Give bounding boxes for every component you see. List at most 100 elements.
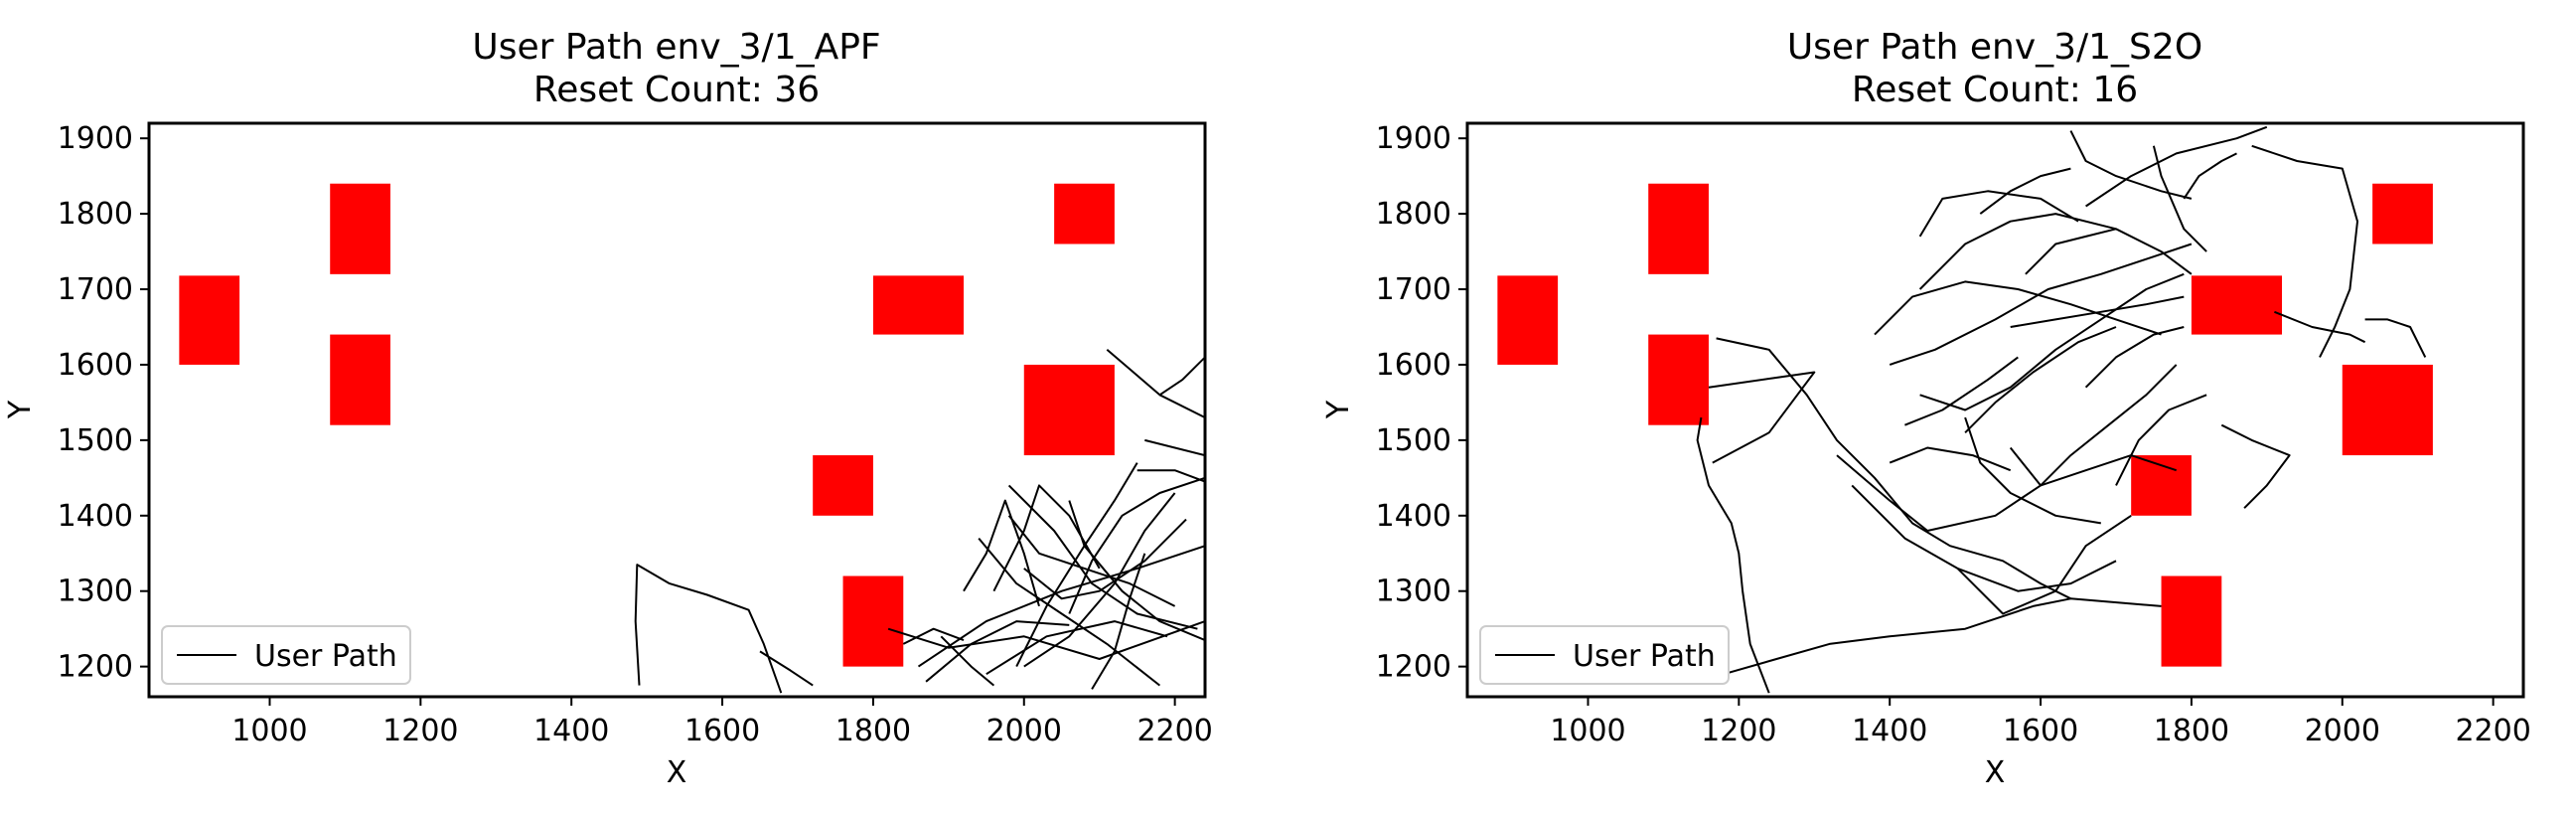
user-path-segment-10: [1919, 272, 2185, 411]
chart-subtitle: Reset Count: 16: [1852, 70, 2138, 110]
y-tick-label: 1500: [58, 423, 133, 458]
x-tick-label: 1000: [1550, 714, 1625, 748]
user-path-segment-1: [1696, 416, 1770, 694]
obstacle-6: [2342, 364, 2433, 456]
obstacle-1: [1497, 275, 1559, 365]
user-path-segment-8: [1023, 518, 1187, 600]
user-path-segment-2: [1723, 597, 2162, 676]
x-tick-label: 1200: [382, 714, 458, 748]
user-path-segment-12: [1874, 280, 2162, 336]
user-path-segment-18: [2152, 145, 2207, 252]
y-axis-label: Y: [3, 400, 38, 419]
user-path-segment-22: [925, 620, 1070, 683]
obstacle-6: [1023, 364, 1115, 456]
user-path-segment-3: [887, 620, 1205, 660]
user-path-segment-10: [1068, 476, 1205, 614]
y-tick-label: 1600: [58, 348, 133, 383]
y-tick-label: 1600: [1376, 348, 1451, 383]
user-path-lines: [634, 349, 1205, 694]
chart-title: User Path env_3/1_APF: [472, 27, 880, 68]
y-tick-label: 1200: [1376, 650, 1451, 685]
user-path-segment-14: [1136, 469, 1205, 483]
x-tick-label: 1600: [2003, 714, 2078, 748]
obstacle-1: [179, 275, 240, 365]
user-path-segment-30: [2025, 228, 2117, 275]
user-path-segment-29: [1979, 167, 2071, 215]
user-path-segment-13: [1144, 438, 1205, 457]
user-path-segment-4: [1708, 371, 1816, 464]
user-path-segment-26: [2084, 326, 2185, 389]
user-path-segment-9: [1964, 416, 2101, 525]
obstacle-4: [2191, 275, 2283, 335]
y-ticks: 1200 1300 1400 1500 1600 1700 1800 1900: [1376, 121, 1467, 685]
legend-box: [1479, 625, 1730, 685]
obstacle-2: [1648, 183, 1709, 274]
user-path-segment-17: [985, 620, 1168, 676]
x-tick-label: 1200: [1701, 714, 1776, 748]
y-tick-label: 1500: [1376, 423, 1451, 458]
obstacle-5: [2372, 183, 2433, 245]
user-path-segment-22: [2010, 295, 2185, 328]
x-tick-label: 2200: [1136, 714, 1212, 748]
obstacle-3: [330, 334, 390, 425]
legend-label: User Path: [254, 639, 397, 674]
user-path-segment-6: [1851, 484, 2117, 592]
user-path-segment-23: [1964, 326, 2117, 434]
y-tick-label: 1900: [1376, 121, 1451, 156]
user-path-segment-1: [634, 564, 783, 694]
obstacles: [1497, 183, 2433, 667]
x-axis-label: X: [1985, 755, 2006, 790]
user-path-segment-27: [2115, 394, 2207, 486]
obstacle-7: [813, 455, 873, 516]
x-tick-label: 2000: [2305, 714, 2380, 748]
x-tick-label: 1800: [2154, 714, 2229, 748]
x-ticks: 1000 1200 1400 1600 1800 2000 2200: [1550, 697, 2531, 748]
y-axis-label: Y: [1321, 400, 1356, 419]
user-path-segment-17: [2183, 152, 2237, 200]
y-tick-label: 1900: [58, 121, 133, 156]
user-path-segment-16: [2069, 130, 2193, 200]
user-path-segment-19: [2251, 144, 2358, 358]
obstacle-3: [1648, 334, 1709, 425]
y-tick-label: 1800: [58, 197, 133, 232]
user-path-segment-8: [2009, 446, 2178, 487]
user-path-segment-15: [963, 499, 1040, 607]
x-axis-label: X: [667, 755, 687, 790]
legend: User Path: [161, 625, 411, 685]
user-path-segment-24: [1904, 356, 2019, 426]
user-path-segment-20: [2274, 310, 2366, 344]
obstacles: [179, 183, 1115, 667]
y-ticks: 1200 1300 1400 1500 1600 1700 1800 1900: [58, 121, 149, 685]
y-tick-label: 1700: [1376, 272, 1451, 307]
user-path-segment-12: [1158, 394, 1205, 418]
obstacle-4: [872, 275, 965, 335]
y-tick-label: 1400: [58, 499, 133, 534]
user-path-segment-28: [2220, 423, 2291, 509]
obstacle-8: [842, 575, 904, 667]
legend-label: User Path: [1573, 639, 1716, 674]
user-path-segment-16: [940, 635, 995, 687]
user-path-segment-2: [759, 650, 814, 687]
y-tick-label: 1700: [58, 272, 133, 307]
user-path-segment-9: [1068, 500, 1205, 642]
user-path-segment-6: [978, 537, 1161, 687]
user-path-segment-13: [1918, 213, 2193, 290]
chart-panel-apf: User Path env_3/1_APF Reset Count: 36 10…: [3, 27, 1213, 790]
y-tick-label: 1300: [58, 574, 133, 609]
legend: User Path: [1479, 625, 1730, 685]
chart-subtitle: Reset Count: 36: [533, 70, 820, 110]
user-path-lines: [1696, 125, 2427, 694]
x-tick-label: 1000: [231, 714, 307, 748]
obstacle-5: [1054, 183, 1115, 245]
y-tick-label: 1400: [1376, 499, 1451, 534]
y-tick-label: 1300: [1376, 574, 1451, 609]
x-tick-label: 1400: [1852, 714, 1927, 748]
plot-frame: [147, 121, 1207, 699]
obstacle-8: [2161, 575, 2222, 667]
obstacle-2: [330, 183, 390, 274]
y-tick-label: 1800: [1376, 197, 1451, 232]
user-path-segment-21: [2364, 318, 2427, 358]
plot-frame: [1465, 121, 2525, 699]
x-tick-label: 2000: [986, 714, 1062, 748]
